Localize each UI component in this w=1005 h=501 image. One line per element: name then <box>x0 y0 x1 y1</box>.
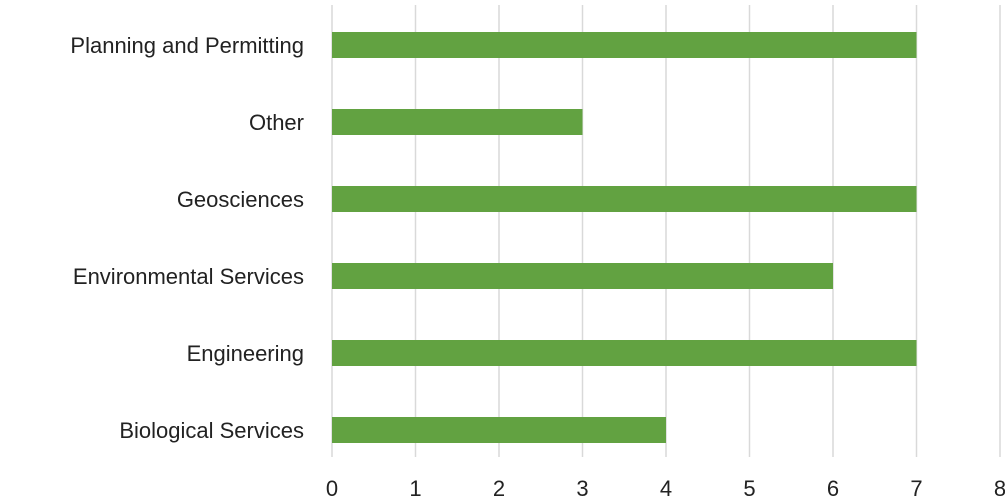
bar-biological-services <box>332 417 666 443</box>
x-tick-label: 3 <box>576 476 588 501</box>
bar-environmental-services <box>332 263 833 289</box>
bars <box>332 32 917 443</box>
gridlines <box>331 5 1001 457</box>
x-tick-label: 6 <box>827 476 839 501</box>
bar-engineering <box>332 340 917 366</box>
category-label: Environmental Services <box>73 264 304 289</box>
x-tick-label: 0 <box>326 476 338 501</box>
x-tick-label: 1 <box>409 476 421 501</box>
bar-planning-and-permitting <box>332 32 917 58</box>
x-tick-label: 2 <box>493 476 505 501</box>
category-label: Biological Services <box>119 418 304 443</box>
category-labels: Planning and Permitting Other Geosciences E… <box>70 33 304 443</box>
bar-other <box>332 109 583 135</box>
x-tick-labels: 0 1 2 3 4 5 6 7 8 <box>326 476 1005 501</box>
x-tick-label: 5 <box>743 476 755 501</box>
category-label: Geosciences <box>177 187 304 212</box>
x-tick-label: 8 <box>994 476 1005 501</box>
category-label: Engineering <box>187 341 304 366</box>
x-tick-label: 7 <box>910 476 922 501</box>
bar-geosciences <box>332 186 917 212</box>
category-label: Other <box>249 110 304 135</box>
x-tick-label: 4 <box>660 476 672 501</box>
category-label: Planning and Permitting <box>70 33 304 58</box>
